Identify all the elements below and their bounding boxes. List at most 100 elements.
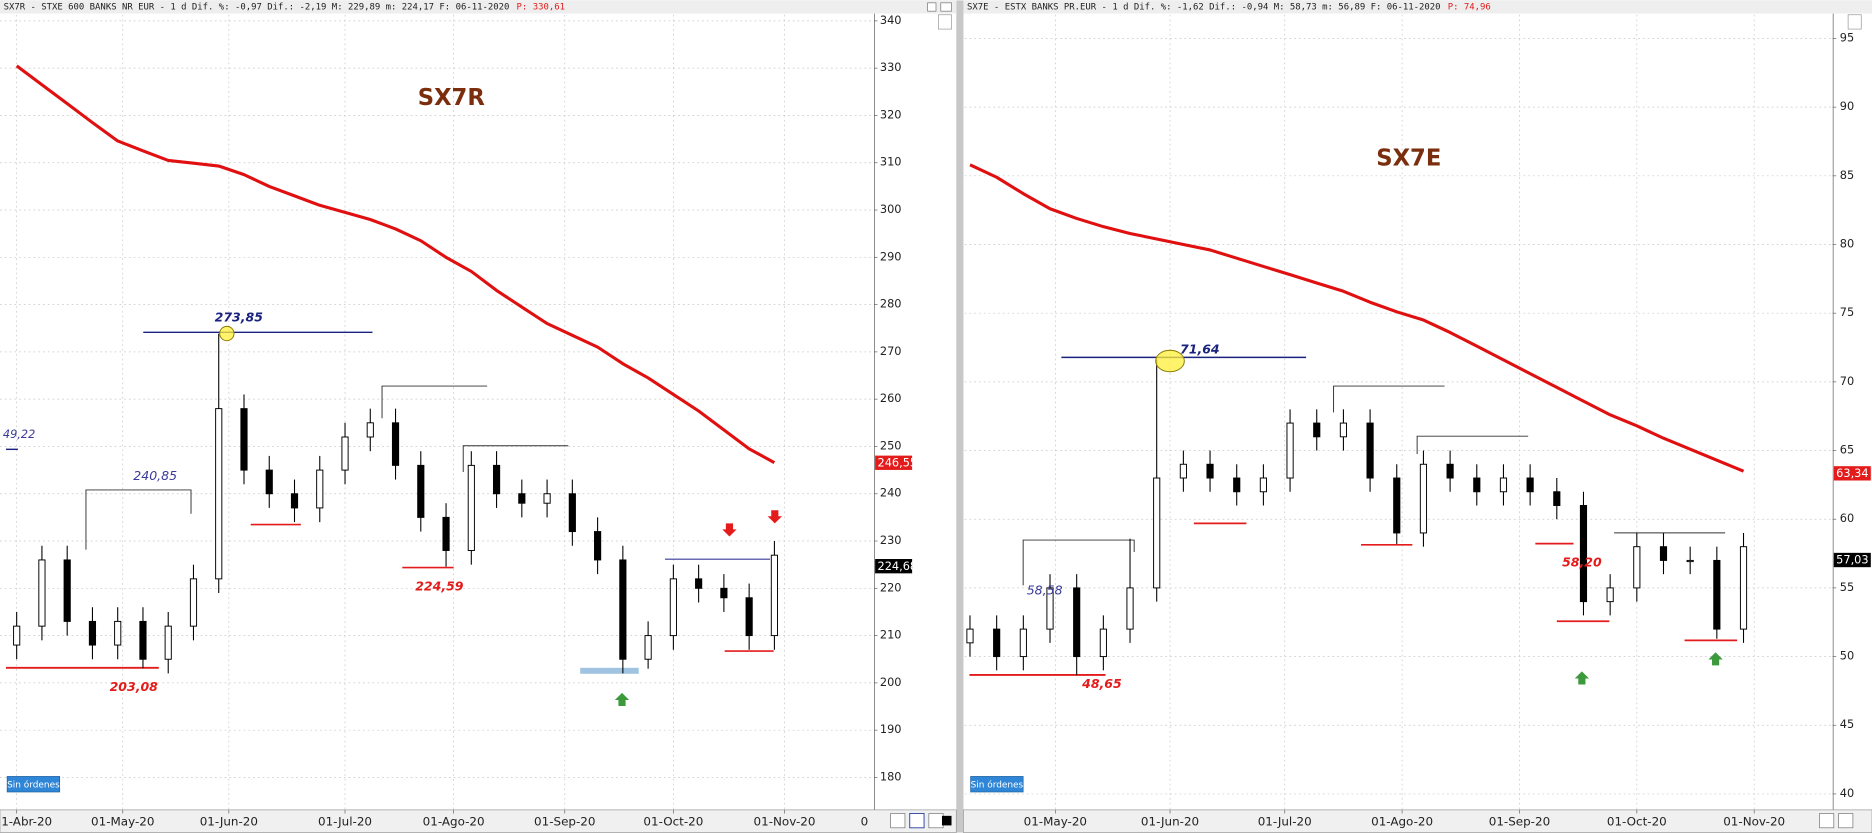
candle-body [1339, 422, 1347, 438]
data-layer [13, 64, 1748, 676]
price-tag-box [1833, 466, 1871, 481]
candle-body [442, 516, 450, 551]
candle-body [1419, 463, 1428, 534]
candle-body [745, 597, 753, 637]
toolbar-icon[interactable] [928, 813, 944, 829]
left-drawings [5, 331, 774, 674]
window-button[interactable] [927, 2, 937, 12]
y-tick-label: 75 [1840, 305, 1854, 319]
candle-body [594, 531, 602, 561]
candle-body [366, 422, 374, 438]
up-arrow [1574, 671, 1590, 685]
candle-body [13, 625, 21, 646]
down-arrow [722, 523, 737, 537]
toolbar-icon[interactable] [1838, 813, 1854, 829]
toolbar-icon[interactable] [1819, 813, 1835, 829]
moving-average [969, 163, 1745, 473]
range-line [1333, 385, 1445, 413]
candle-body [966, 628, 974, 644]
up-arrow [1708, 652, 1723, 666]
orders-button-label[interactable]: Sin órdenes [7, 779, 60, 790]
toolbar-icon[interactable] [909, 812, 925, 829]
grid-layer [0, 14, 1837, 814]
range-line [381, 385, 488, 419]
x-tick-label: 01-Sep-20 [1489, 814, 1550, 828]
price-annotation: 48,65 [1081, 676, 1122, 691]
right-drawings [969, 356, 1738, 676]
y-tick-label: 300 [880, 202, 902, 216]
candle-body [341, 436, 349, 471]
candle-body [1499, 477, 1508, 493]
candle-body [1233, 477, 1241, 493]
y-tick-label: 90 [1840, 99, 1854, 113]
x-tick-label: 01-Ago-20 [423, 814, 485, 828]
candle-body [1153, 477, 1161, 589]
text-layer: SX7R - STXE 600 BANKS NR EUR - 1 d Dif. … [1, 3, 1871, 828]
range-line [1416, 435, 1529, 455]
window-button[interactable] [940, 2, 952, 12]
chart-header: SX7E - ESTX BANKS PR.EUR - 1 d Dif. %: -… [967, 3, 1441, 13]
toolbar-icon[interactable] [890, 813, 906, 829]
candle-body [1393, 477, 1401, 534]
y-tick-label: 200 [880, 675, 902, 689]
candle-body [619, 559, 627, 660]
left-panel [0, 0, 957, 833]
y-tick-label: 320 [880, 107, 902, 121]
chart-title: SX7R [418, 85, 485, 111]
toolbar-icon[interactable] [941, 815, 952, 826]
y-tick-label: 40 [1840, 786, 1854, 800]
x-tick-label: 01-Sep-20 [534, 814, 595, 828]
candle-body [290, 493, 299, 509]
x-tick-label: 01-Jul-20 [1258, 814, 1312, 828]
x-tick-label: 01-Oct-20 [1607, 814, 1667, 828]
candle-body [1366, 422, 1374, 479]
candle-body [38, 559, 46, 627]
peak-highlight [219, 325, 235, 342]
y-tick-label: 260 [880, 391, 902, 405]
candle-body [492, 464, 501, 495]
candle-body [1126, 587, 1134, 630]
candle-body [1259, 477, 1267, 493]
candle-body [164, 625, 172, 660]
window-button[interactable] [1847, 14, 1862, 30]
candle-body [1606, 587, 1614, 603]
y-tick-label: 95 [1840, 30, 1854, 44]
y-tick-label: 65 [1840, 443, 1854, 457]
candle-body [240, 408, 248, 471]
candle-body [1019, 628, 1027, 658]
candle-body [1286, 422, 1294, 479]
candle-body [1313, 422, 1321, 438]
moving-average [15, 64, 776, 464]
y-tick-label: 210 [880, 628, 902, 642]
price-tag-label: 246,55 [878, 455, 918, 469]
candle-body [1046, 587, 1054, 630]
range-line [462, 445, 569, 473]
y-tick-label: 45 [1840, 717, 1854, 731]
price-tag-label: 57,03 [1836, 553, 1868, 567]
candle-body [644, 635, 652, 660]
orders-button[interactable] [970, 776, 1024, 793]
y-tick-label: 280 [880, 297, 902, 311]
orders-button[interactable] [6, 776, 61, 793]
chart-title: SX7E [1376, 146, 1441, 172]
candle-body [391, 422, 400, 466]
orders-button-label[interactable]: Sin órdenes [971, 779, 1024, 790]
peak-highlight [1155, 349, 1185, 373]
candle-body [1713, 559, 1721, 630]
window-button[interactable] [938, 14, 952, 30]
candle-body [63, 559, 71, 622]
y-tick-label: 240 [880, 486, 902, 500]
price-annotation: 58,20 [1562, 555, 1602, 570]
candle-body [265, 469, 273, 495]
up-arrow [614, 692, 630, 707]
y-tick-label: 180 [880, 769, 902, 783]
x-tick-label: 01-Jun-20 [1141, 814, 1199, 828]
price-tag-box [1833, 552, 1871, 568]
price-tag-box [875, 559, 913, 574]
price-annotation: 58,58 [1027, 583, 1063, 598]
y-tick-label: 250 [880, 438, 902, 452]
x-tick-label: 01-May-20 [1024, 814, 1087, 828]
price-annotation: 224,59 [415, 578, 464, 593]
x-tick-label: 01-Oct-20 [643, 814, 703, 828]
